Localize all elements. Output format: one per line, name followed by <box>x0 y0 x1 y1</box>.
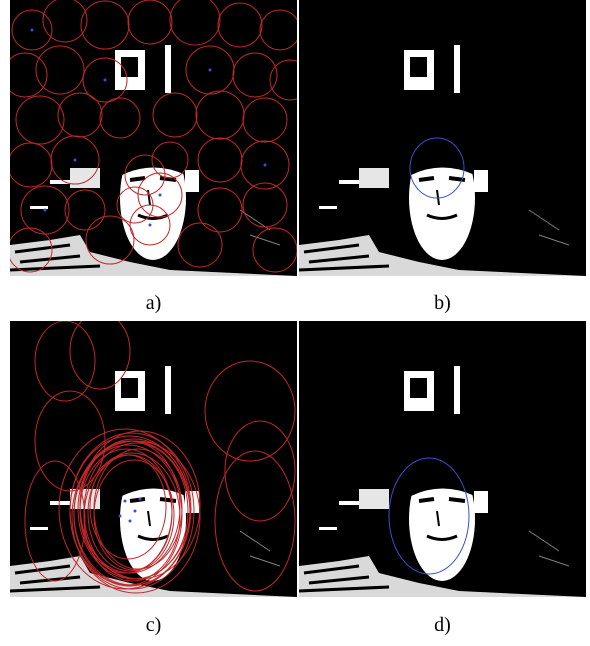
face-image-a <box>10 0 297 276</box>
panel-b-image <box>299 0 586 276</box>
caption-d: d) <box>434 614 451 636</box>
caption-b: b) <box>434 292 451 314</box>
panel-c-image <box>10 321 297 597</box>
panel-d-image <box>299 321 586 597</box>
caption-c: c) <box>145 614 162 636</box>
caption-a: a) <box>145 292 162 314</box>
face-image-d <box>299 364 586 597</box>
panel-a-image <box>10 0 297 276</box>
face-image-c <box>10 321 297 597</box>
face-image-b <box>299 43 586 276</box>
